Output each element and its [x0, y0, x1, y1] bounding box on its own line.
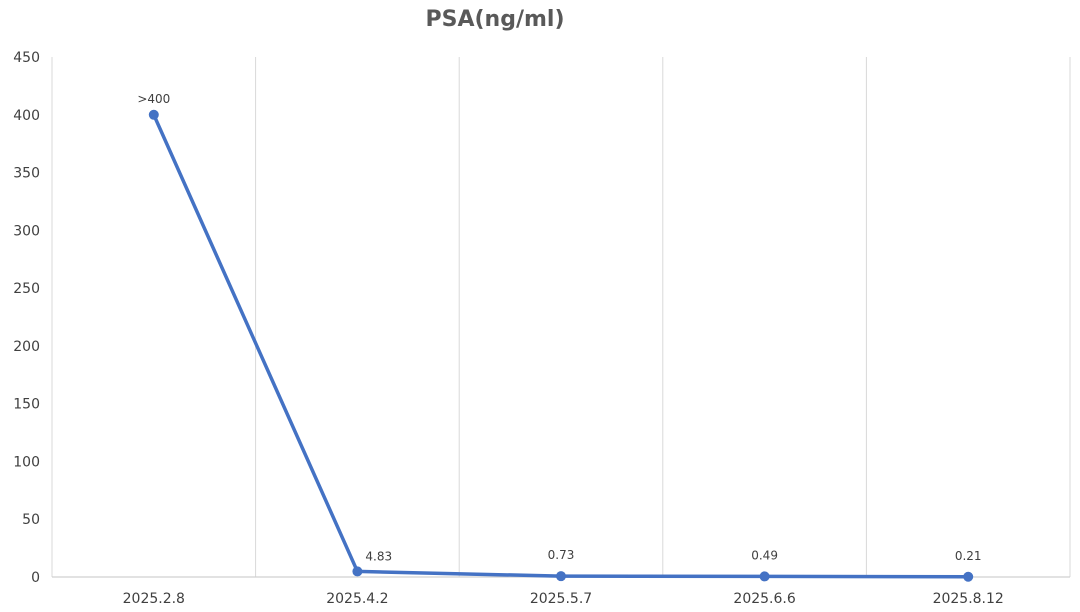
y-tick-label: 100 — [13, 454, 40, 470]
y-tick-label: 50 — [22, 512, 40, 528]
data-point — [759, 571, 770, 582]
grid — [51, 57, 1071, 577]
data-point — [148, 109, 159, 120]
x-tick-label: 2025.6.6 — [733, 591, 795, 607]
data-point — [963, 571, 974, 582]
y-tick-label: 350 — [13, 166, 40, 182]
y-tick-label: 150 — [13, 397, 40, 413]
x-tick-label: 2025.8.12 — [933, 591, 1004, 607]
chart-title: PSA(ng/ml) — [425, 7, 564, 32]
data-labels: >400 4.83 0.73 0.49 0.21 — [137, 92, 981, 564]
y-tick-label: 400 — [13, 108, 40, 124]
y-tick-label: 250 — [13, 281, 40, 297]
y-tick-label: 200 — [13, 339, 40, 355]
y-tick-label: 450 — [13, 50, 40, 66]
y-tick-label: 0 — [31, 570, 40, 586]
data-label: 0.49 — [751, 548, 778, 562]
x-tick-label: 2025.4.2 — [326, 591, 388, 607]
data-label: >400 — [137, 92, 170, 106]
data-point — [352, 566, 363, 577]
x-tick-label: 2025.5.7 — [530, 591, 592, 607]
data-label: 4.83 — [365, 549, 392, 563]
data-point — [556, 571, 566, 582]
series-line — [152, 113, 970, 579]
data-label: 0.21 — [955, 549, 982, 563]
data-label: 0.73 — [548, 548, 575, 562]
series-layer — [148, 109, 974, 582]
axes: 0 50 100 150 200 250 300 350 400 450 2025.2.8 2025.… — [13, 50, 1070, 607]
y-tick-label: 300 — [13, 223, 40, 239]
x-tick-label: 2025.2.8 — [123, 591, 185, 607]
